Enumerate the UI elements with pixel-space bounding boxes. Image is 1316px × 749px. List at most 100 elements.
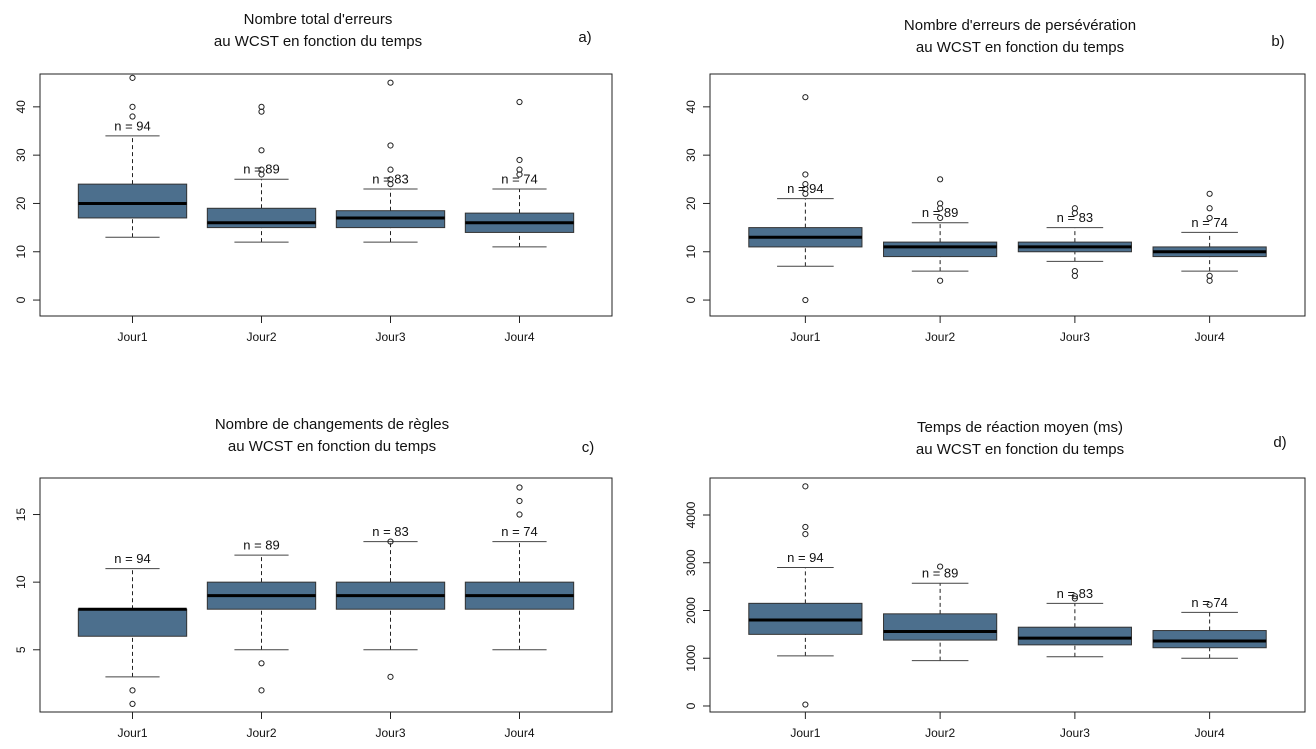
y-tick-label: 15 [14,508,28,522]
outlier [802,181,809,188]
outlier [1071,593,1078,600]
outlier [258,660,265,667]
y-tick-label: 30 [14,148,28,162]
chart-title: Temps de réaction moyen (ms) [917,419,1123,436]
plot-frame [709,477,1306,713]
n-label: n = 94 [787,181,824,196]
y-tick-label: 2000 [684,597,698,624]
n-label: n = 83 [1057,210,1094,225]
y-tick-label: 5 [14,646,28,653]
n-label: n = 83 [372,171,409,186]
x-tick-label: Jour3 [1060,726,1090,740]
outlier [387,142,394,149]
outlier [802,296,809,304]
chart-title: au WCST en fonction du temps [916,441,1124,458]
n-label: n = 94 [114,118,151,133]
x-tick-label: Jour4 [504,726,534,740]
outlier [129,700,136,707]
chart-title: au WCST en fonction du temps [916,39,1124,56]
outlier [1206,272,1213,280]
y-tick-label: 10 [14,575,28,589]
plot-frame [39,73,613,317]
outlier [1071,267,1078,275]
x-tick-label: Jour1 [790,726,820,740]
outlier [258,103,265,110]
n-label: n = 89 [922,205,959,220]
chart-title: Nombre total d'erreurs [244,11,393,28]
y-tick-label: 3000 [684,549,698,576]
x-tick-label: Jour4 [1195,330,1225,344]
outlier [516,98,523,106]
outlier [516,511,523,518]
outlier [802,94,809,101]
outlier [129,113,136,120]
x-tick-label: Jour4 [1195,726,1225,740]
box [883,613,998,641]
y-tick-label: 30 [684,148,698,162]
x-tick-label: Jour3 [375,726,405,740]
x-tick-label: Jour1 [117,330,147,344]
chart-title: Nombre d'erreurs de persévération [904,17,1136,34]
outlier [1071,595,1078,602]
box [206,207,317,229]
y-tick-label: 0 [684,296,698,303]
x-tick-label: Jour3 [375,330,405,344]
outlier [802,171,809,178]
outlier [258,687,265,694]
y-tick-label: 10 [684,245,698,259]
x-tick-label: Jour3 [1060,330,1090,344]
outlier [1206,190,1213,197]
panel-label: b) [1271,33,1284,50]
outlier [387,176,394,183]
outlier [387,166,394,173]
y-tick-label: 10 [14,245,28,259]
plot-frame [709,73,1306,317]
y-tick-label: 1000 [684,645,698,672]
box [77,183,188,219]
y-tick-label: 0 [684,702,698,709]
panel-label: d) [1273,434,1286,451]
x-tick-label: Jour2 [925,726,955,740]
n-label: n = 74 [1191,595,1228,610]
box [883,241,998,258]
x-tick-label: Jour2 [246,330,276,344]
outlier [516,166,523,173]
chart-title: au WCST en fonction du temps [214,33,422,50]
outlier [1206,205,1213,212]
outlier [937,277,944,284]
n-label: n = 89 [243,162,280,177]
outlier [802,523,809,531]
outlier [387,79,394,86]
outlier [387,673,394,680]
y-tick-label: 40 [684,100,698,114]
outlier [129,103,136,110]
y-tick-label: 40 [14,100,28,114]
n-label: n = 74 [501,524,538,539]
outlier [802,483,809,490]
x-tick-label: Jour2 [246,726,276,740]
panel-label: a) [578,29,591,46]
outlier [387,538,394,545]
x-tick-label: Jour1 [790,330,820,344]
y-tick-label: 20 [684,196,698,210]
outlier [937,563,944,570]
outlier [937,176,944,183]
outlier [516,497,523,505]
y-tick-label: 4000 [684,501,698,528]
chart-title: au WCST en fonction du temps [228,438,436,455]
outlier [129,687,136,694]
n-label: n = 74 [1191,215,1228,230]
outlier [802,701,809,708]
y-tick-label: 0 [14,296,28,303]
n-label: n = 89 [922,566,959,581]
n-label: n = 94 [114,551,151,566]
outlier [1206,601,1213,608]
outlier [129,74,136,81]
y-tick-label: 20 [14,196,28,210]
x-tick-label: Jour4 [504,330,534,344]
outlier [258,166,265,173]
outlier [802,531,809,538]
n-label: n = 89 [243,538,280,553]
n-label: n = 74 [501,171,538,186]
n-label: n = 94 [787,550,824,565]
